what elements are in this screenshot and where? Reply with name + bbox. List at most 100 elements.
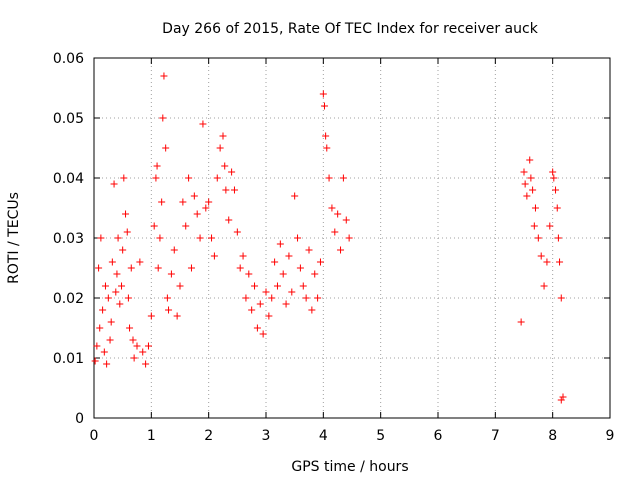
- data-point: [529, 186, 537, 194]
- data-point: [523, 192, 531, 200]
- data-point: [110, 180, 118, 188]
- data-point: [91, 357, 99, 365]
- data-point: [173, 312, 181, 320]
- data-point: [537, 252, 545, 260]
- data-point: [248, 306, 256, 314]
- data-point: [556, 258, 564, 266]
- data-point: [107, 318, 115, 326]
- data-point: [265, 312, 273, 320]
- data-point: [325, 174, 333, 182]
- data-point: [311, 270, 319, 278]
- x-axis-label: GPS time / hours: [291, 459, 408, 475]
- data-point: [554, 234, 562, 242]
- data-point: [113, 270, 121, 278]
- data-point: [553, 204, 561, 212]
- data-point: [202, 204, 210, 212]
- data-point: [193, 210, 201, 218]
- data-point: [190, 192, 198, 200]
- y-tick-label: 0.01: [53, 351, 84, 367]
- data-point: [331, 228, 339, 236]
- data-point: [219, 132, 227, 140]
- data-point: [334, 210, 342, 218]
- data-point: [557, 294, 565, 302]
- data-point: [187, 264, 195, 272]
- x-tick-label: 7: [491, 428, 500, 444]
- data-point: [285, 252, 293, 260]
- axis-ticks: 0 1 2 3 4 5 6 7 8 9 0 0.01 0.02 0.03 0.04 0.05 0.06: [53, 51, 615, 444]
- data-point: [199, 120, 207, 128]
- data-point: [323, 144, 331, 152]
- data-point: [106, 336, 114, 344]
- data-point: [114, 234, 122, 242]
- data-point: [319, 90, 327, 98]
- data-point: [165, 306, 173, 314]
- data-point: [119, 246, 127, 254]
- data-point: [302, 294, 310, 302]
- data-point: [185, 174, 193, 182]
- data-point: [552, 186, 560, 194]
- data-point: [170, 246, 178, 254]
- data-point: [210, 252, 218, 260]
- data-point: [308, 306, 316, 314]
- data-point: [216, 144, 224, 152]
- data-point: [93, 342, 101, 350]
- x-tick-label: 4: [319, 428, 328, 444]
- data-point: [196, 234, 204, 242]
- data-point: [245, 270, 253, 278]
- x-tick-label: 2: [204, 428, 213, 444]
- data-point: [205, 198, 213, 206]
- data-point: [559, 393, 567, 401]
- data-point: [213, 174, 221, 182]
- data-point: [160, 72, 168, 80]
- data-point: [233, 228, 241, 236]
- data-point: [550, 174, 558, 182]
- data-point: [159, 114, 167, 122]
- data-point: [305, 246, 313, 254]
- chart-title: Day 266 of 2015, Rate Of TEC Index for r…: [162, 21, 539, 37]
- data-point: [97, 234, 105, 242]
- data-point: [129, 336, 137, 344]
- data-points: [91, 72, 567, 404]
- data-point: [242, 294, 250, 302]
- y-tick-label: 0.05: [53, 111, 84, 127]
- data-point: [540, 282, 548, 290]
- data-point: [208, 234, 216, 242]
- data-point: [99, 306, 107, 314]
- data-point: [259, 330, 267, 338]
- y-axis-label: ROTI / TECUs: [6, 192, 22, 284]
- data-point: [527, 174, 535, 182]
- data-point: [126, 324, 134, 332]
- data-point: [127, 264, 135, 272]
- data-point: [118, 282, 126, 290]
- data-point: [296, 264, 304, 272]
- data-point: [112, 288, 120, 296]
- x-tick-label: 5: [376, 428, 385, 444]
- data-point: [251, 282, 259, 290]
- x-tick-label: 1: [147, 428, 156, 444]
- data-point: [133, 342, 141, 350]
- data-point: [122, 210, 130, 218]
- data-point: [262, 288, 270, 296]
- data-point: [546, 222, 554, 230]
- data-point: [124, 294, 132, 302]
- data-point: [139, 348, 147, 356]
- data-point: [158, 198, 166, 206]
- data-point: [163, 294, 171, 302]
- data-point: [517, 318, 525, 326]
- data-point: [162, 144, 170, 152]
- data-point: [520, 168, 528, 176]
- data-point: [531, 204, 539, 212]
- data-point: [322, 132, 330, 140]
- data-point: [316, 258, 324, 266]
- data-point: [179, 198, 187, 206]
- grid: [94, 58, 610, 418]
- data-point: [526, 156, 534, 164]
- data-point: [167, 270, 175, 278]
- data-point: [236, 264, 244, 272]
- data-point: [154, 264, 162, 272]
- data-point: [225, 216, 233, 224]
- data-point: [182, 222, 190, 230]
- data-point: [221, 162, 229, 170]
- y-tick-label: 0.04: [53, 171, 84, 187]
